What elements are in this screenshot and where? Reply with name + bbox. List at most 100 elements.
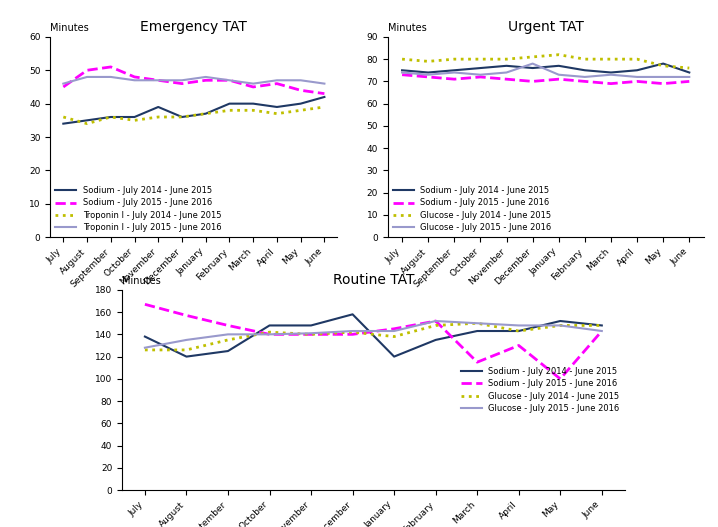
- Glucose - July 2015 - June 2016: [556, 323, 564, 329]
- Glucose - July 2014 - June 2015: [265, 329, 274, 335]
- Title: Urgent TAT: Urgent TAT: [508, 21, 584, 34]
- Sodium - July 2014 - June 2015: [249, 101, 258, 107]
- Troponin I - July 2015 - June 2016: [83, 74, 91, 80]
- Glucose - July 2014 - June 2015: [424, 58, 432, 64]
- Glucose - July 2015 - June 2016: [424, 72, 432, 78]
- Sodium - July 2015 - June 2016: [398, 72, 406, 78]
- Glucose - July 2014 - June 2015: [633, 56, 641, 62]
- Sodium - July 2015 - June 2016: [502, 76, 510, 82]
- Sodium - July 2015 - June 2016: [607, 81, 615, 87]
- Line: Glucose - July 2014 - June 2015: Glucose - July 2014 - June 2015: [402, 55, 689, 68]
- Troponin I - July 2014 - June 2015: [249, 107, 258, 113]
- Sodium - July 2015 - June 2016: [348, 331, 357, 337]
- Sodium - July 2015 - June 2016: [556, 376, 564, 382]
- Troponin I - July 2015 - June 2016: [106, 74, 115, 80]
- Sodium - July 2015 - June 2016: [59, 84, 67, 90]
- Legend: Sodium - July 2014 - June 2015, Sodium - July 2015 - June 2016, Glucose - July 2: Sodium - July 2014 - June 2015, Sodium -…: [457, 364, 623, 416]
- Glucose - July 2014 - June 2015: [476, 56, 485, 62]
- Glucose - July 2014 - June 2015: [224, 337, 233, 343]
- Troponin I - July 2014 - June 2015: [59, 114, 67, 120]
- Sodium - July 2015 - June 2016: [476, 74, 485, 80]
- Sodium - July 2015 - June 2016: [225, 77, 234, 83]
- Sodium - July 2014 - June 2015: [476, 65, 485, 71]
- Line: Troponin I - July 2015 - June 2016: Troponin I - July 2015 - June 2016: [63, 77, 325, 84]
- Troponin I - July 2014 - June 2015: [273, 111, 281, 117]
- Sodium - July 2014 - June 2015: [528, 65, 537, 71]
- Glucose - July 2014 - June 2015: [659, 63, 668, 69]
- Glucose - July 2015 - June 2016: [581, 74, 589, 80]
- Title: Emergency TAT: Emergency TAT: [141, 21, 247, 34]
- Sodium - July 2015 - June 2016: [424, 74, 432, 80]
- Line: Glucose - July 2015 - June 2016: Glucose - July 2015 - June 2016: [145, 321, 602, 348]
- Glucose - July 2014 - June 2015: [432, 323, 440, 329]
- Sodium - July 2015 - June 2016: [273, 81, 281, 87]
- Glucose - July 2015 - June 2016: [685, 74, 694, 80]
- Legend: Sodium - July 2014 - June 2015, Sodium - July 2015 - June 2016, Troponin I - Jul: Sodium - July 2014 - June 2015, Sodium -…: [52, 183, 225, 236]
- Sodium - July 2014 - June 2015: [607, 70, 615, 76]
- Sodium - July 2015 - June 2016: [390, 326, 398, 332]
- Troponin I - July 2015 - June 2016: [59, 81, 67, 87]
- Sodium - July 2014 - June 2015: [502, 63, 510, 69]
- Sodium - July 2015 - June 2016: [83, 67, 91, 73]
- Sodium - July 2014 - June 2015: [273, 104, 281, 110]
- Sodium - July 2014 - June 2015: [202, 111, 210, 117]
- Sodium - July 2014 - June 2015: [398, 67, 406, 73]
- Sodium - July 2015 - June 2016: [182, 313, 191, 319]
- Troponin I - July 2014 - June 2015: [320, 104, 329, 110]
- Glucose - July 2015 - June 2016: [659, 74, 668, 80]
- Sodium - July 2014 - June 2015: [307, 323, 315, 329]
- Sodium - July 2014 - June 2015: [297, 101, 305, 107]
- Text: Minutes: Minutes: [388, 23, 426, 33]
- Sodium - July 2014 - June 2015: [473, 328, 482, 334]
- Glucose - July 2014 - June 2015: [556, 323, 564, 329]
- Glucose - July 2014 - June 2015: [141, 347, 149, 353]
- Troponin I - July 2014 - June 2015: [83, 121, 91, 127]
- Troponin I - July 2014 - June 2015: [106, 114, 115, 120]
- Glucose - July 2015 - June 2016: [476, 72, 485, 78]
- Troponin I - July 2014 - June 2015: [202, 111, 210, 117]
- Title: Routine TAT: Routine TAT: [332, 274, 414, 287]
- Line: Sodium - July 2015 - June 2016: Sodium - July 2015 - June 2016: [145, 304, 602, 379]
- Sodium - July 2014 - June 2015: [141, 334, 149, 340]
- Glucose - July 2014 - June 2015: [307, 331, 315, 337]
- Glucose - July 2014 - June 2015: [528, 54, 537, 60]
- Line: Glucose - July 2014 - June 2015: Glucose - July 2014 - June 2015: [145, 323, 602, 350]
- Sodium - July 2015 - June 2016: [249, 84, 258, 90]
- Sodium - July 2015 - June 2016: [554, 76, 563, 82]
- Glucose - July 2015 - June 2016: [265, 331, 274, 337]
- Glucose - July 2015 - June 2016: [514, 323, 523, 329]
- Glucose - July 2014 - June 2015: [581, 56, 589, 62]
- Glucose - July 2015 - June 2016: [432, 318, 440, 324]
- Glucose - July 2014 - June 2015: [597, 323, 606, 329]
- Sodium - July 2014 - June 2015: [432, 337, 440, 343]
- Sodium - July 2014 - June 2015: [224, 348, 233, 354]
- Glucose - July 2014 - June 2015: [514, 328, 523, 334]
- Sodium - July 2015 - June 2016: [307, 331, 315, 337]
- Sodium - July 2014 - June 2015: [320, 94, 329, 100]
- Sodium - July 2015 - June 2016: [265, 331, 274, 337]
- Glucose - July 2015 - June 2016: [390, 328, 398, 334]
- Sodium - July 2014 - June 2015: [685, 70, 694, 76]
- Sodium - July 2015 - June 2016: [633, 78, 641, 84]
- Troponin I - July 2014 - June 2015: [297, 107, 305, 113]
- Legend: Sodium - July 2014 - June 2015, Sodium - July 2015 - June 2016, Glucose - July 2: Sodium - July 2014 - June 2015, Sodium -…: [389, 183, 555, 236]
- Glucose - July 2014 - June 2015: [685, 65, 694, 71]
- Sodium - July 2014 - June 2015: [130, 114, 139, 120]
- Sodium - July 2014 - June 2015: [659, 61, 668, 67]
- Sodium - July 2015 - June 2016: [432, 318, 440, 324]
- Troponin I - July 2014 - June 2015: [225, 107, 234, 113]
- Sodium - July 2015 - June 2016: [528, 78, 537, 84]
- Sodium - July 2015 - June 2016: [685, 78, 694, 84]
- Glucose - July 2015 - June 2016: [224, 331, 233, 337]
- Glucose - July 2014 - June 2015: [450, 56, 459, 62]
- Glucose - July 2015 - June 2016: [554, 72, 563, 78]
- Sodium - July 2014 - June 2015: [83, 117, 91, 123]
- Sodium - July 2015 - June 2016: [106, 64, 115, 70]
- Glucose - July 2015 - June 2016: [450, 70, 459, 76]
- Sodium - July 2014 - June 2015: [182, 354, 191, 360]
- Troponin I - July 2015 - June 2016: [320, 81, 329, 87]
- Glucose - July 2015 - June 2016: [528, 61, 537, 67]
- Glucose - July 2015 - June 2016: [607, 72, 615, 78]
- Sodium - July 2014 - June 2015: [177, 114, 186, 120]
- Sodium - July 2014 - June 2015: [556, 318, 564, 324]
